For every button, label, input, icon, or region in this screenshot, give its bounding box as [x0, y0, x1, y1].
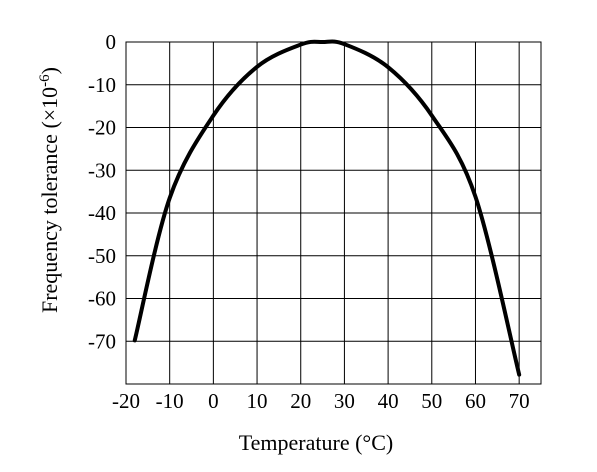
x-tick-label: 70 — [509, 389, 530, 413]
y-axis-label-main: Frequency tolerance (×10 — [37, 87, 62, 313]
y-tick-label: -40 — [88, 201, 116, 225]
series-line — [132, 39, 522, 377]
x-tick-label: 60 — [465, 389, 486, 413]
y-tick-labels: 0 -10 -20 -30 -40 -50 -60 -70 — [88, 30, 116, 353]
grid — [125, 41, 542, 385]
y-tick-label: -10 — [88, 73, 116, 97]
x-tick-label: 50 — [421, 389, 442, 413]
y-tick-label: -20 — [88, 116, 116, 140]
y-tick-label: 0 — [106, 30, 117, 54]
x-tick-labels: -20 -10 0 10 20 30 40 50 60 70 — [112, 389, 530, 413]
x-tick-label: 20 — [290, 389, 311, 413]
x-tick-label: 40 — [378, 389, 399, 413]
y-axis-label: Frequency tolerance (×10-6) — [37, 67, 62, 313]
y-tick-label: -30 — [88, 158, 116, 182]
x-axis-label: Temperature (°C) — [239, 430, 393, 455]
x-tick-label: 30 — [334, 389, 355, 413]
x-tick-label: -20 — [112, 389, 140, 413]
y-tick-label: -60 — [88, 287, 116, 311]
y-axis-label-exponent: -6 — [37, 74, 53, 87]
x-tick-label: 0 — [208, 389, 219, 413]
y-tick-label: -70 — [88, 329, 116, 353]
x-tick-label: 10 — [247, 389, 268, 413]
x-tick-label: -10 — [156, 389, 184, 413]
y-axis-label-close: ) — [37, 67, 62, 74]
y-tick-label: -50 — [88, 244, 116, 268]
